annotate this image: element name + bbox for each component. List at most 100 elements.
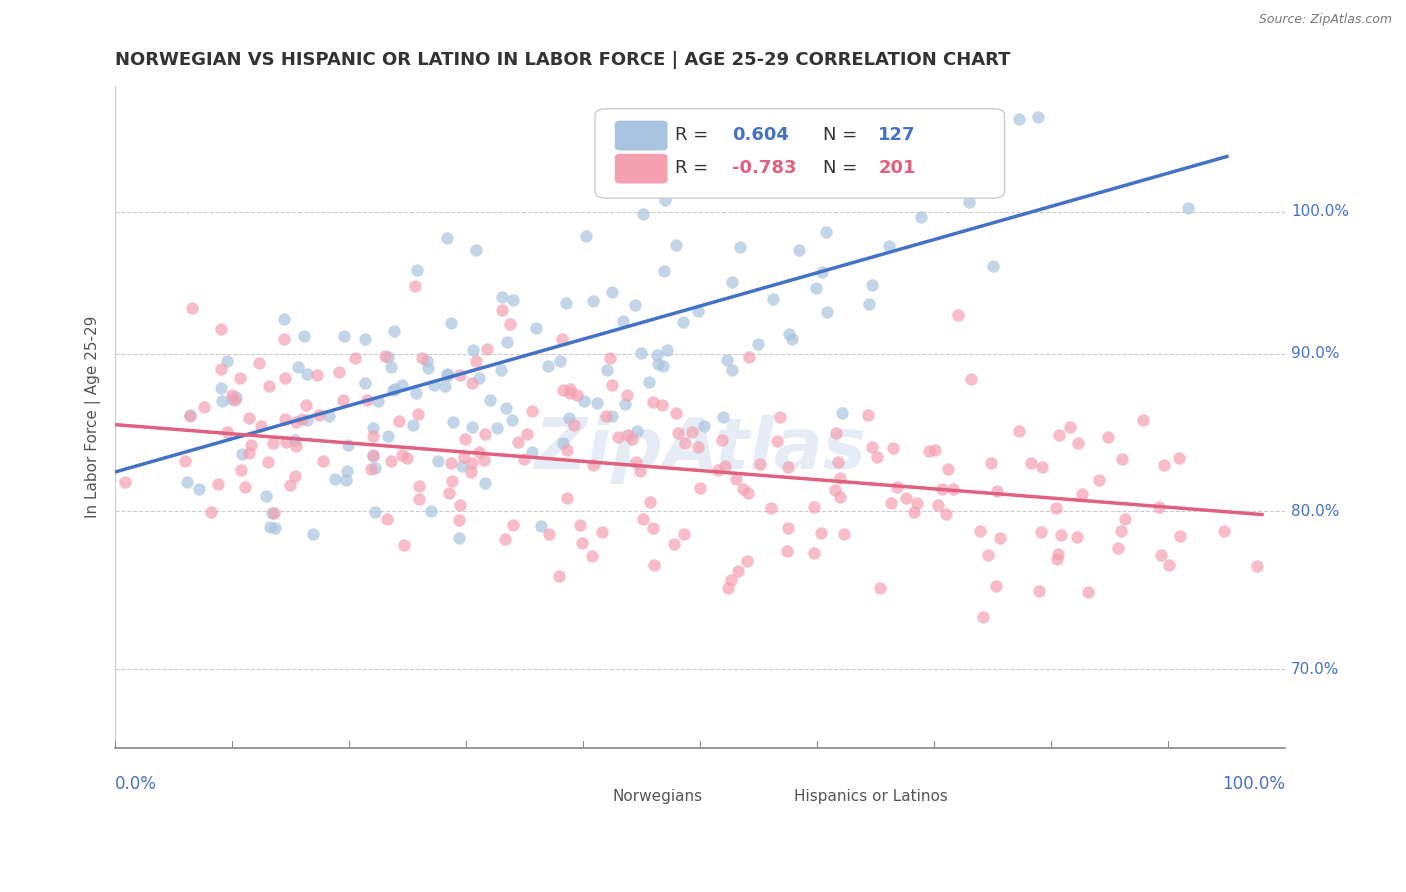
Point <box>231 446 253 460</box>
Point <box>803 500 825 514</box>
Text: Source: ZipAtlas.com: Source: ZipAtlas.com <box>1258 13 1392 27</box>
Point <box>475 342 498 356</box>
Point <box>287 359 309 374</box>
Point <box>643 558 665 572</box>
Point <box>586 396 609 410</box>
Point <box>211 393 233 408</box>
Point <box>831 406 853 420</box>
Point <box>631 207 654 221</box>
Point <box>866 450 889 465</box>
Point <box>706 462 728 476</box>
Point <box>1066 530 1088 544</box>
Point <box>600 409 623 423</box>
Point <box>297 413 319 427</box>
FancyBboxPatch shape <box>755 786 792 806</box>
Point <box>858 297 880 311</box>
Point <box>394 538 416 552</box>
Text: 0.0%: 0.0% <box>115 774 157 792</box>
Point <box>411 351 433 366</box>
Point <box>834 527 856 541</box>
Point <box>499 317 522 331</box>
Point <box>910 211 932 225</box>
Point <box>224 393 246 408</box>
Text: R =: R = <box>675 126 713 145</box>
Point <box>969 524 991 538</box>
Point <box>717 581 740 595</box>
Point <box>551 332 574 346</box>
Point <box>1047 428 1070 442</box>
Point <box>595 409 617 424</box>
Point <box>721 363 744 377</box>
Point <box>468 370 491 384</box>
Point <box>1149 500 1171 514</box>
Point <box>910 110 932 124</box>
Point <box>555 296 578 310</box>
Point <box>986 483 1008 498</box>
Point <box>825 425 848 440</box>
Point <box>489 363 512 377</box>
Point <box>336 438 359 452</box>
Point <box>179 408 201 422</box>
Point <box>522 404 544 418</box>
Point <box>551 436 574 450</box>
Point <box>780 332 803 346</box>
Point <box>602 378 624 392</box>
Point <box>581 549 603 564</box>
Point <box>221 392 243 406</box>
Point <box>591 524 613 539</box>
Point <box>274 371 297 385</box>
Point <box>494 532 516 546</box>
Point <box>1067 436 1090 450</box>
Point <box>614 397 637 411</box>
Point <box>972 610 994 624</box>
Point <box>1177 202 1199 216</box>
Point <box>749 458 772 472</box>
Point <box>737 350 759 364</box>
Point <box>401 418 423 433</box>
Point <box>501 413 523 427</box>
Point <box>524 321 547 335</box>
Point <box>984 578 1007 592</box>
Point <box>960 372 983 386</box>
Point <box>714 458 737 473</box>
Point <box>437 368 460 382</box>
Point <box>274 412 297 426</box>
Point <box>495 401 517 415</box>
Text: -0.783: -0.783 <box>733 160 796 178</box>
Point <box>886 480 908 494</box>
Point <box>1107 541 1129 555</box>
Point <box>447 513 470 527</box>
Point <box>193 400 215 414</box>
Point <box>285 415 308 429</box>
Text: R =: R = <box>675 160 713 178</box>
Point <box>981 259 1004 273</box>
Point <box>382 324 405 338</box>
Point <box>436 368 458 382</box>
Point <box>361 429 384 443</box>
Point <box>491 303 513 318</box>
Point <box>737 486 759 500</box>
Point <box>328 365 350 379</box>
Point <box>291 412 314 426</box>
Point <box>814 225 837 239</box>
Point <box>1070 487 1092 501</box>
Point <box>612 314 634 328</box>
Point <box>638 495 661 509</box>
Point <box>356 393 378 408</box>
Point <box>257 454 280 468</box>
Point <box>472 453 495 467</box>
Point <box>367 394 389 409</box>
Point <box>537 359 560 374</box>
Point <box>408 479 430 493</box>
Point <box>364 505 387 519</box>
Text: 90.0%: 90.0% <box>1291 346 1340 361</box>
Point <box>437 485 460 500</box>
Point <box>284 434 307 448</box>
Point <box>924 442 946 457</box>
Point <box>789 243 811 257</box>
Point <box>569 518 592 533</box>
Point <box>354 376 377 390</box>
Point <box>574 394 596 409</box>
Point <box>1047 547 1070 561</box>
Point <box>641 521 664 535</box>
